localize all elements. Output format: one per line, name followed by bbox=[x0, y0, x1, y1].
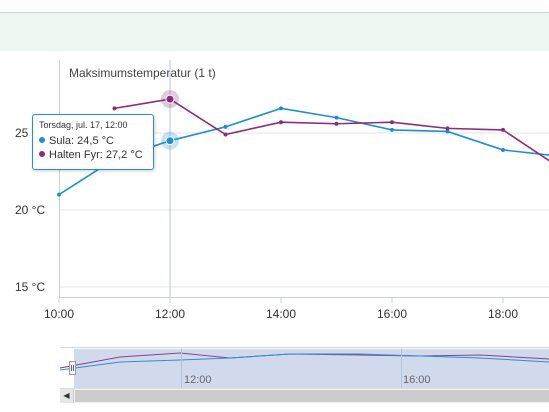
navigator-selection[interactable] bbox=[74, 349, 549, 388]
data-point-hover[interactable] bbox=[165, 136, 175, 146]
scroll-left-arrow-icon[interactable]: ◀ bbox=[60, 389, 74, 403]
y-axis-line bbox=[59, 60, 60, 298]
x-axis-line bbox=[59, 297, 549, 298]
data-point[interactable] bbox=[501, 147, 505, 152]
x-tick-label: 16:00 bbox=[377, 307, 407, 321]
navigator-label: 16:00 bbox=[403, 374, 431, 386]
navigator-sula-line bbox=[60, 353, 549, 371]
navigator-series bbox=[60, 352, 549, 371]
navigator-gridline bbox=[401, 348, 402, 388]
x-tick-label: 10:00 bbox=[44, 307, 74, 321]
halten-dot-icon bbox=[39, 151, 45, 157]
top-banner bbox=[0, 12, 549, 51]
data-point[interactable] bbox=[279, 120, 283, 125]
navigator-left-handle[interactable] bbox=[69, 361, 76, 375]
data-point[interactable] bbox=[334, 121, 339, 126]
data-point[interactable] bbox=[390, 120, 394, 125]
tooltip-row-sula: Sula: 24,5 °C bbox=[39, 134, 147, 148]
series-title: Maksimumstemperatur (1 t) bbox=[69, 66, 216, 80]
sula-dot-icon bbox=[39, 137, 45, 143]
scrollbar-thumb[interactable] bbox=[75, 390, 549, 402]
data-point[interactable] bbox=[223, 124, 228, 129]
data-point[interactable] bbox=[390, 127, 394, 132]
tooltip-header: Torsdag, jul. 17, 12:00 bbox=[39, 120, 128, 130]
data-point[interactable] bbox=[112, 106, 117, 111]
navigator-gridline bbox=[181, 348, 182, 388]
tooltip-series-name: Sula bbox=[49, 135, 72, 147]
data-point[interactable] bbox=[501, 127, 505, 132]
data-point[interactable] bbox=[223, 132, 228, 137]
x-tick-label: 14:00 bbox=[266, 307, 296, 321]
x-tick-label: 18:00 bbox=[488, 307, 518, 321]
x-tick-label: 12:00 bbox=[155, 307, 185, 321]
navigator-label: 12:00 bbox=[184, 374, 212, 386]
navigator[interactable]: 12:00 16:00 bbox=[60, 347, 549, 388]
tooltip-value: 24,5 °C bbox=[77, 135, 114, 147]
y-axis-ticks: 15 °C 20 °C 25 bbox=[15, 126, 45, 294]
data-point[interactable] bbox=[57, 192, 61, 197]
x-axis-ticks: 10:00 12:00 14:00 16:00 18:00 bbox=[44, 298, 518, 321]
y-tick-label: 15 °C bbox=[15, 280, 45, 294]
data-point[interactable] bbox=[445, 126, 450, 131]
tooltip-value: 27,2 °C bbox=[105, 149, 143, 161]
scrollbar[interactable]: ◀ bbox=[60, 388, 549, 403]
y-tick-label: 20 °C bbox=[15, 203, 45, 217]
tooltip-row-halten: Halten Fyr: 27,2 °C bbox=[39, 148, 147, 162]
tooltip-series-name: Halten Fyr bbox=[49, 149, 100, 161]
data-point[interactable] bbox=[279, 106, 283, 111]
data-point[interactable] bbox=[445, 129, 450, 134]
tooltip: Torsdag, jul. 17, 12:00 Sula: 24,5 °C Ha… bbox=[32, 114, 154, 170]
y-tick-label: 25 bbox=[15, 126, 29, 140]
series-halten-fyr[interactable] bbox=[112, 90, 549, 169]
data-point-hover[interactable] bbox=[165, 94, 175, 104]
data-point[interactable] bbox=[334, 115, 339, 120]
